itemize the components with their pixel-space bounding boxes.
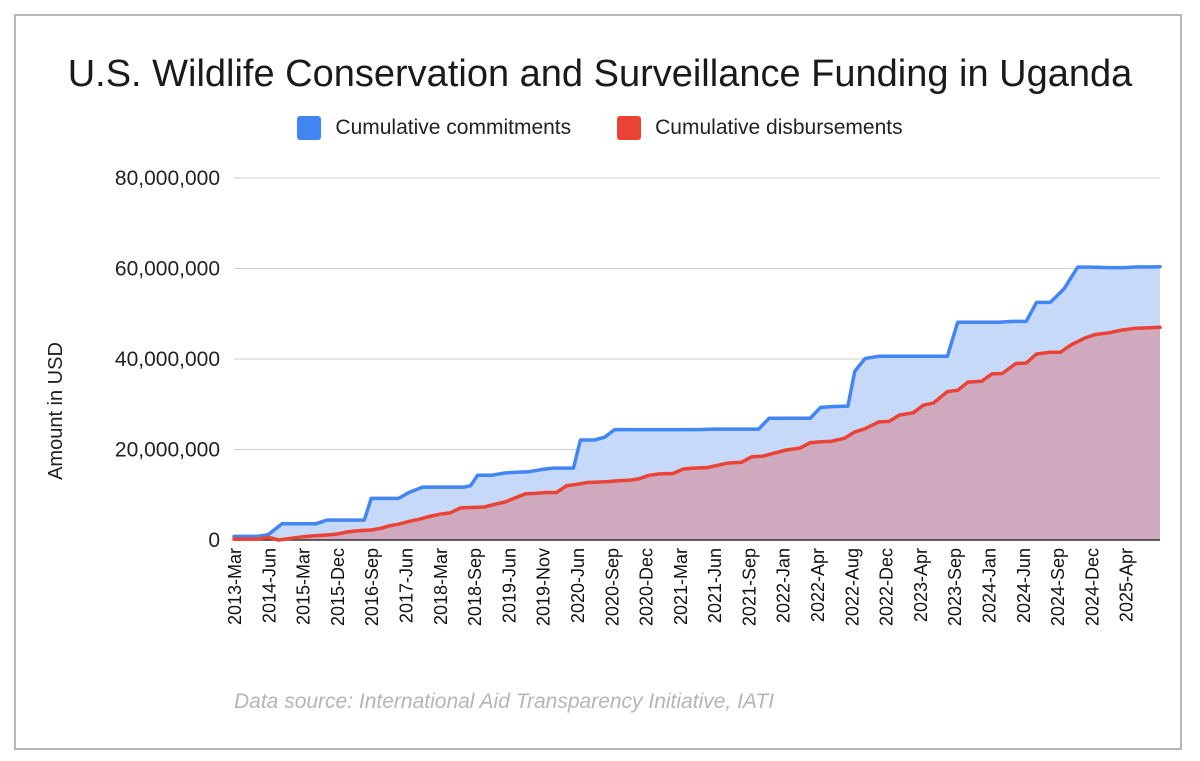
x-tick-label: 2024-Sep: [1048, 548, 1068, 626]
x-tick-label: 2021-Jun: [705, 548, 725, 623]
x-tick-label: 2018-Sep: [465, 548, 485, 626]
x-tick-label: 2024-Jan: [980, 548, 1000, 623]
legend-item-commitments[interactable]: Cumulative commitments: [297, 116, 571, 140]
line-disbursements: [232, 325, 1162, 542]
x-tick-label: 2017-Jun: [397, 548, 417, 623]
x-tick-label: 2018-Mar: [431, 548, 451, 625]
x-tick-label: 2020-Dec: [637, 548, 657, 626]
x-tick-label: 2024-Dec: [1082, 548, 1102, 626]
x-tick-label: 2020-Sep: [602, 548, 622, 626]
x-tick-label: 2022-Jan: [774, 548, 794, 623]
y-tick-label: 20,000,000: [115, 439, 220, 462]
y-axis-label: Amount in USD: [45, 342, 67, 480]
x-tick-label: 2013-Mar: [225, 548, 245, 625]
x-tick-label: 2022-Aug: [842, 548, 862, 626]
x-tick-label: 2019-Jun: [499, 548, 519, 623]
line-commitments: [232, 264, 1162, 539]
x-tick-label: 2022-Dec: [877, 548, 897, 626]
y-tick-label: 80,000,000: [115, 167, 220, 190]
x-tick-label: 2020-Jun: [568, 548, 588, 623]
x-tick-label: 2021-Sep: [739, 548, 759, 626]
x-tick-label: 2022-Apr: [808, 548, 828, 622]
y-tick-label: 40,000,000: [115, 348, 220, 371]
x-tick-label: 2023-Apr: [911, 548, 931, 622]
y-tick-label: 60,000,000: [115, 258, 220, 281]
area-disbursements: [234, 327, 1160, 540]
x-tick-label: 2025-Apr: [1117, 548, 1137, 622]
x-tick-label: 2015-Dec: [328, 548, 348, 626]
legend-label-disbursements: Cumulative disbursements: [655, 116, 903, 139]
x-tick-label: 2015-Mar: [294, 548, 314, 625]
chart-title: U.S. Wildlife Conservation and Surveilla…: [67, 53, 1133, 95]
x-tick-label: 2016-Sep: [362, 548, 382, 626]
legend-item-disbursements[interactable]: Cumulative disbursements: [617, 116, 903, 140]
x-tick-label: 2019-Nov: [534, 548, 554, 626]
legend-swatch-commitments: [297, 116, 322, 140]
data-source-note: Data source: International Aid Transpare…: [234, 690, 775, 713]
legend-label-commitments: Cumulative commitments: [335, 116, 572, 139]
x-tick-label: 2021-Mar: [671, 548, 691, 625]
legend: Cumulative commitments Cumulative disbur…: [0, 114, 1200, 142]
x-tick-label: 2024-Jun: [1014, 548, 1034, 623]
x-tick-label: 2023-Sep: [945, 548, 965, 626]
x-tick-label: 2014-Jun: [259, 548, 279, 623]
y-tick-label: 0: [208, 529, 220, 552]
legend-swatch-disbursements: [617, 116, 642, 140]
